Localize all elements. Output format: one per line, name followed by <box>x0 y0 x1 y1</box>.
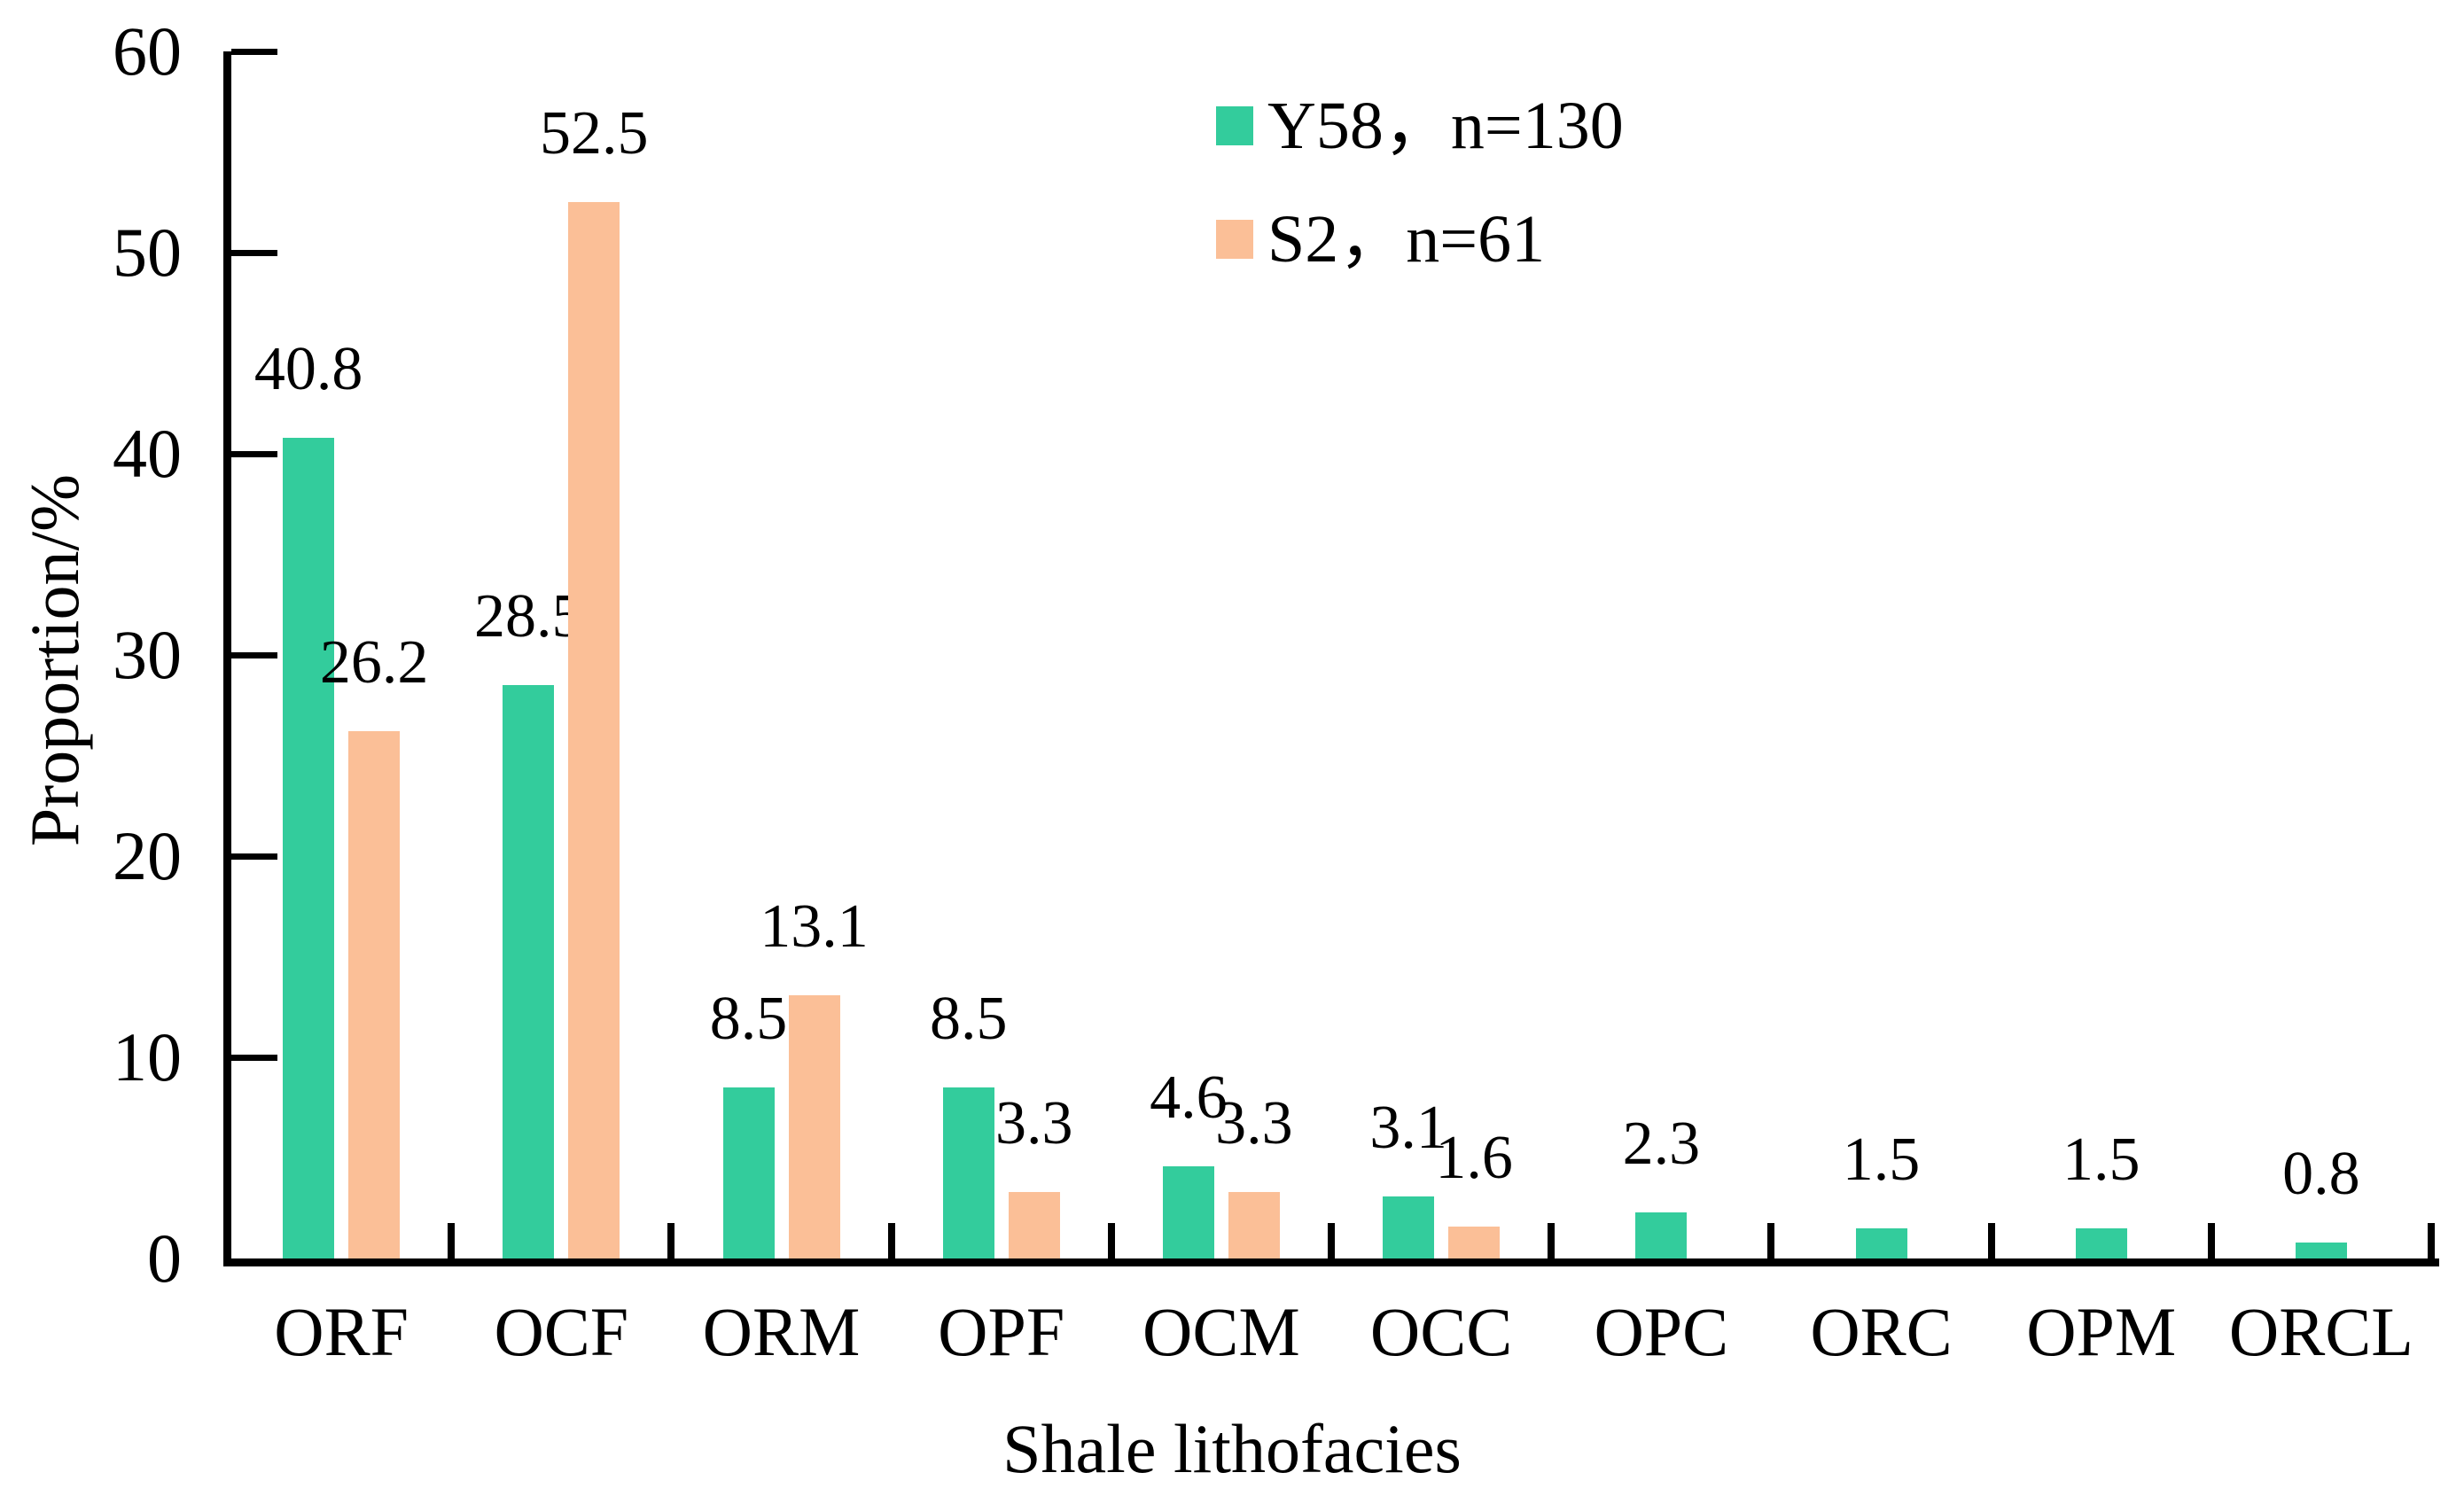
y-tick-50 <box>231 250 277 256</box>
y-tick-40 <box>231 451 277 457</box>
bar-value-label: 52.5 <box>540 99 649 168</box>
bar-value-label: 8.5 <box>709 985 788 1054</box>
bar-value-label: 1.5 <box>1842 1125 1921 1194</box>
x-tick <box>1328 1223 1336 1258</box>
category-slot-OPM: 1.5 <box>1992 51 2215 1258</box>
bar-y58-OPF: 8.5 <box>930 988 1007 1258</box>
x-tick <box>1987 1223 1995 1258</box>
y-tick-label-0: 0 <box>147 1219 182 1297</box>
category-slot-ORM: 8.5 13.1 <box>671 51 895 1258</box>
x-category-label-ORF: ORF <box>274 1293 409 1370</box>
bar-value-label: 4.6 <box>1150 1063 1228 1132</box>
bar-y58-ORC: 1.5 <box>1843 1128 1920 1258</box>
bar-s2-OCF: 52.5 <box>540 103 649 1258</box>
y-tick-30 <box>231 652 277 658</box>
x-tick <box>1767 1223 1775 1258</box>
bar-value-label: 3.3 <box>1215 1089 1293 1158</box>
x-category-label-OCC: OCC <box>1369 1293 1513 1370</box>
plot-area: 40.8 26.2 28.5 52.5 8.5 13.1 8.5 3.3 4.6 3.3 3.1 1.… <box>231 51 2436 1258</box>
bar-y58-OCM: 4.6 <box>1150 1066 1228 1258</box>
bar-y58-OPC: 2.3 <box>1623 1112 1700 1258</box>
y-tick-label-40: 40 <box>113 415 182 492</box>
bar-y58-OPM: 1.5 <box>2062 1128 2140 1258</box>
x-tick <box>2428 1223 2436 1258</box>
y-axis-line <box>223 51 231 1266</box>
legend-swatch-icon <box>1216 106 1253 145</box>
x-tick <box>1548 1223 1556 1258</box>
legend-label: S2，n=61 <box>1267 202 1546 277</box>
bar-s2-ORF: 26.2 <box>320 632 428 1258</box>
y-tick-20 <box>231 853 277 860</box>
category-slot-OPF: 8.5 3.3 <box>892 51 1115 1258</box>
x-category-label-OPF: OPF <box>938 1293 1065 1370</box>
bar-s2-OCM: 3.3 <box>1215 1093 1293 1258</box>
category-slot-ORC: 1.5 <box>1771 51 1995 1258</box>
category-slot-ORCL: 0.8 <box>2211 51 2436 1258</box>
bar-value-label: 3.1 <box>1369 1093 1447 1162</box>
y-tick-label-60: 60 <box>113 12 182 90</box>
x-category-labels: ORF OCF ORM OPF OCM OCC OPC ORC OPM ORCL <box>231 1290 2431 1375</box>
bar-y58-OCC: 3.1 <box>1369 1096 1447 1258</box>
x-category-label-OPC: OPC <box>1594 1293 1729 1370</box>
bar-value-label: 3.3 <box>994 1089 1073 1158</box>
x-axis-line <box>223 1258 2439 1266</box>
legend-item-1: S2，n=61 <box>1216 199 1624 280</box>
y-tick-label-50: 50 <box>113 214 182 291</box>
bar-y58-OCF: 28.5 <box>474 586 583 1258</box>
x-category-label-ORC: ORC <box>1810 1293 1953 1370</box>
bar-value-label: 1.5 <box>2062 1125 2140 1194</box>
y-tick-10 <box>231 1055 277 1061</box>
bar-value-label: 13.1 <box>760 892 869 961</box>
legend-swatch-icon <box>1216 220 1253 259</box>
bar-value-label: 1.6 <box>1435 1123 1513 1192</box>
category-slot-ORF: 40.8 26.2 <box>231 51 456 1258</box>
y-tick-label-10: 10 <box>113 1018 182 1095</box>
bar-value-label: 28.5 <box>474 582 583 651</box>
category-slot-OCC: 3.1 1.6 <box>1331 51 1556 1258</box>
category-slot-OPC: 2.3 <box>1551 51 1775 1258</box>
x-category-label-ORM: ORM <box>702 1293 861 1370</box>
y-tick-label-30: 30 <box>113 616 182 693</box>
bar-value-label: 0.8 <box>2282 1139 2360 1208</box>
x-tick <box>887 1223 895 1258</box>
bar-y58-ORM: 8.5 <box>710 988 787 1258</box>
bar-s2-ORM: 13.1 <box>760 895 869 1258</box>
x-axis-title: Shale lithofacies <box>1002 1410 1462 1487</box>
bar-value-label: 26.2 <box>319 628 429 697</box>
x-tick <box>448 1223 456 1258</box>
legend-item-0: Y58，n=130 <box>1216 85 1624 167</box>
x-tick <box>2207 1223 2215 1258</box>
x-category-label-OCF: OCF <box>494 1293 629 1370</box>
category-slot-OCF: 28.5 52.5 <box>451 51 675 1258</box>
x-tick <box>667 1223 675 1258</box>
y-tick-60 <box>231 49 277 55</box>
y-tick-label-20: 20 <box>113 817 182 894</box>
bar-y58-ORF: 40.8 <box>254 338 363 1258</box>
category-slot-OCM: 4.6 3.3 <box>1111 51 1336 1258</box>
bar-value-label: 8.5 <box>929 985 1008 1054</box>
x-category-label-ORCL: ORCL <box>2228 1293 2413 1370</box>
legend: Y58，n=130 S2，n=61 <box>1216 85 1624 312</box>
x-category-label-OPM: OPM <box>2026 1293 2177 1370</box>
x-category-label-OCM: OCM <box>1142 1293 1300 1370</box>
x-tick <box>1107 1223 1115 1258</box>
legend-label: Y58，n=130 <box>1267 89 1624 163</box>
bar-s2-OPF: 3.3 <box>995 1093 1072 1258</box>
bar-value-label: 2.3 <box>1622 1109 1701 1178</box>
bar-s2-OCC: 1.6 <box>1435 1126 1513 1258</box>
bar-value-label: 40.8 <box>253 334 363 403</box>
bar-y58-ORCL: 0.8 <box>2282 1142 2360 1258</box>
